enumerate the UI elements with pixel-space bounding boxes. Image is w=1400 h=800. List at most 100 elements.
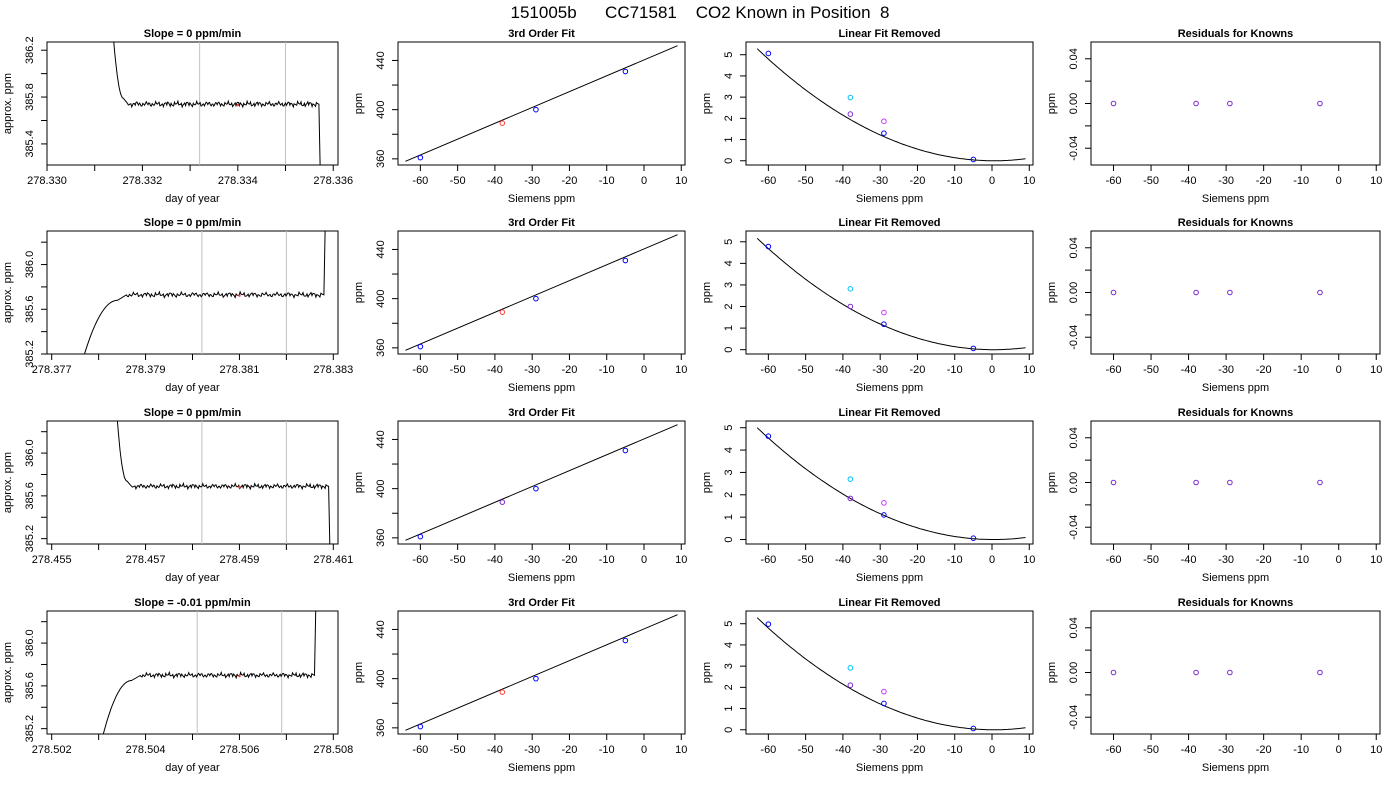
y-tick-label: 5 (723, 621, 735, 627)
y-tick-label: 1 (723, 136, 735, 142)
x-tick-label: 0 (1336, 744, 1342, 756)
data-point (533, 675, 539, 682)
x-tick-label: 278.457 (126, 554, 166, 566)
panel-r1-c4: Residuals for Knowns Siemens ppm ppm -60 -50… (1046, 28, 1382, 205)
y-tick-label: 0 (723, 158, 735, 164)
data-point (417, 154, 424, 161)
y-tick-label: 2 (723, 492, 735, 498)
plot-frame (745, 420, 1034, 545)
x-tick-label: 278.336 (313, 175, 353, 187)
x-tick-label: 278.504 (126, 744, 166, 756)
panel-r2-c2: 3rd Order Fit Siemens ppm ppm -60 -50 -40 -30 -… (353, 217, 687, 394)
data-point (533, 295, 539, 302)
x-axis-label: Siemens ppm (856, 572, 923, 584)
x-axis-label: Siemens ppm (1202, 572, 1269, 584)
panel-r4-c4: Residuals for Knowns Siemens ppm ppm -60 -50… (1046, 597, 1382, 774)
y-axis-label: ppm (701, 93, 713, 114)
y-axis-label: ppm (1046, 472, 1058, 493)
x-tick-label: -30 (524, 175, 540, 187)
y-tick-label: 386.0 (24, 439, 36, 467)
fit-line (405, 614, 678, 731)
x-tick-label: 278.455 (32, 554, 72, 566)
y-tick-label: 0.04 (1068, 617, 1080, 638)
y-axis-label: ppm (1046, 93, 1058, 114)
x-tick-label: 10 (1023, 554, 1035, 566)
data-point (499, 120, 506, 126)
data-point (847, 682, 854, 689)
panel-r1-c2: 3rd Order Fit Siemens ppm ppm -60 -50 -40 -30 -… (353, 28, 687, 205)
x-tick-label: -50 (798, 175, 814, 187)
data-point (970, 156, 977, 163)
x-tick-label: -50 (1143, 744, 1159, 756)
data-point (1110, 289, 1117, 296)
x-tick-label: -10 (947, 175, 963, 187)
y-tick-label: 4 (723, 447, 735, 453)
x-tick-label: -20 (562, 175, 578, 187)
x-tick-label: -20 (1256, 554, 1272, 566)
y-axis-label: ppm (701, 662, 713, 683)
data-point (881, 700, 887, 707)
x-tick-label: 0 (1336, 175, 1342, 187)
fit-curve (756, 48, 1026, 162)
y-tick-label: 5 (723, 52, 735, 58)
y-axis-label: approx. ppm (2, 73, 14, 134)
data-point (847, 111, 854, 117)
x-tick-label: 10 (1023, 175, 1035, 187)
data-point (765, 243, 772, 250)
plot-frame (397, 230, 686, 355)
y-tick-label: 400 (375, 479, 387, 497)
x-tick-label: -10 (1293, 744, 1309, 756)
x-tick-label: -50 (450, 554, 466, 566)
concentration-trace (113, 42, 321, 165)
y-axis-label: ppm (353, 472, 365, 493)
plot-area (756, 617, 1026, 732)
data-point (881, 309, 887, 316)
x-axis-label: Siemens ppm (856, 193, 923, 205)
x-tick-label: -30 (524, 554, 540, 566)
data-point (1317, 669, 1323, 676)
panel-title: Residuals for Knowns (1178, 217, 1294, 229)
y-tick-label: 0.04 (1068, 427, 1080, 448)
panel-title: Linear Fit Removed (838, 597, 940, 609)
x-tick-label: -40 (1181, 744, 1197, 756)
x-tick-label: -60 (760, 744, 776, 756)
panel-r3-c4: Residuals for Knowns Siemens ppm ppm -60 -50… (1046, 407, 1382, 584)
panel-r3-c1: Slope = 0 ppm/min day of year approx. ppm 2… (2, 407, 353, 584)
x-tick-label: -10 (1293, 175, 1309, 187)
y-axis-label: ppm (353, 93, 365, 114)
data-point (1227, 669, 1233, 676)
x-tick-label: -40 (1181, 175, 1197, 187)
y-tick-label: 360 (375, 529, 387, 547)
data-point (1227, 289, 1233, 296)
data-point (499, 499, 506, 505)
x-tick-label: -20 (562, 744, 578, 756)
y-tick-label: 0.04 (1068, 237, 1080, 258)
x-tick-label: -30 (524, 744, 540, 756)
panel-title: Linear Fit Removed (838, 217, 940, 229)
panel-title: 3rd Order Fit (508, 597, 575, 609)
data-point (970, 725, 977, 732)
y-tick-label: 400 (375, 289, 387, 307)
plot-area (1110, 669, 1323, 676)
y-tick-label: -0.04 (1068, 325, 1080, 350)
concentration-trace (102, 611, 317, 734)
x-tick-label: -40 (487, 744, 503, 756)
panel-r2-c1: Slope = 0 ppm/min day of year approx. ppm 2… (2, 217, 353, 394)
plot-frame (1090, 420, 1381, 545)
panel-r4-c3: Linear Fit Removed Siemens ppm ppm -60 -50 -4… (701, 597, 1035, 774)
plot-frame (745, 610, 1034, 735)
x-tick-label: 0 (641, 175, 647, 187)
y-tick-label: 385.6 (24, 482, 36, 510)
x-tick-label: 0 (989, 554, 995, 566)
x-tick-label: 278.330 (27, 175, 67, 187)
x-tick-label: -60 (1106, 744, 1122, 756)
data-point (417, 343, 424, 350)
x-tick-label: -10 (947, 364, 963, 376)
panel-r3-c3: Linear Fit Removed Siemens ppm ppm -60 -50 -4… (701, 407, 1035, 584)
x-tick-label: 10 (1023, 744, 1035, 756)
y-tick-label: 1 (723, 514, 735, 520)
plot-area (84, 231, 326, 354)
plot-area (113, 42, 321, 165)
data-point (847, 286, 854, 292)
data-point (765, 621, 772, 627)
